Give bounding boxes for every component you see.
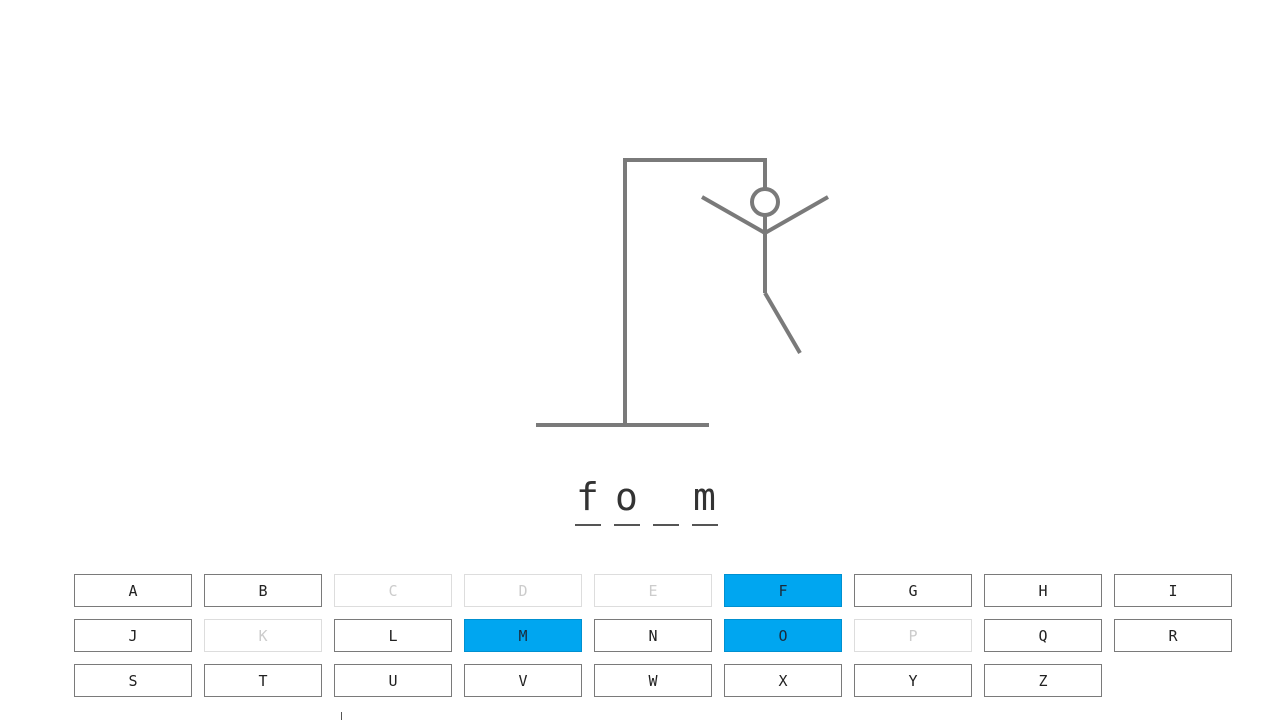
letter-key-x[interactable]: X xyxy=(724,664,842,697)
letter-key-q[interactable]: Q xyxy=(984,619,1102,652)
letter-key-w[interactable]: W xyxy=(594,664,712,697)
letter-key-s[interactable]: S xyxy=(74,664,192,697)
word-letter-slot: o xyxy=(613,474,640,526)
letter-key-h[interactable]: H xyxy=(984,574,1102,607)
hangman-drawing xyxy=(536,158,829,427)
letter-key-f: F xyxy=(724,574,842,607)
letter-key-g[interactable]: G xyxy=(854,574,972,607)
letter-key-o: O xyxy=(724,619,842,652)
letter-key-r[interactable]: R xyxy=(1114,619,1232,652)
letter-key-j[interactable]: J xyxy=(74,619,192,652)
letter-key-d: D xyxy=(464,574,582,607)
letter-key-m: M xyxy=(464,619,582,652)
hangman-right-leg xyxy=(763,291,802,355)
letter-key-b[interactable]: B xyxy=(204,574,322,607)
letter-key-y[interactable]: Y xyxy=(854,664,972,697)
letter-key-k: K xyxy=(204,619,322,652)
letter-key-n[interactable]: N xyxy=(594,619,712,652)
letter-key-z[interactable]: Z xyxy=(984,664,1102,697)
letter-key-u[interactable]: U xyxy=(334,664,452,697)
letter-key-i[interactable]: I xyxy=(1114,574,1232,607)
letter-key-v[interactable]: V xyxy=(464,664,582,697)
hangman-head xyxy=(750,187,780,217)
letter-key-t[interactable]: T xyxy=(204,664,322,697)
letter-key-e: E xyxy=(594,574,712,607)
letter-key-p: P xyxy=(854,619,972,652)
hangman-arms xyxy=(701,195,829,236)
word-letter-slot: m xyxy=(691,474,718,526)
word-display: f o m xyxy=(0,474,1280,526)
word-letter-slot xyxy=(652,474,679,526)
word-letter-slot: f xyxy=(574,474,601,526)
text-cursor xyxy=(341,712,342,720)
letter-key-l[interactable]: L xyxy=(334,619,452,652)
letter-key-c: C xyxy=(334,574,452,607)
letter-key-a[interactable]: A xyxy=(74,574,192,607)
